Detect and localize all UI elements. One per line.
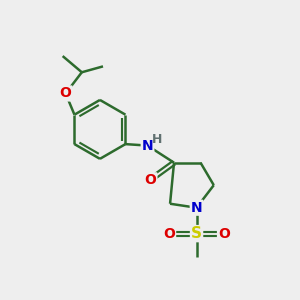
Text: N: N: [142, 139, 153, 153]
Text: N: N: [191, 201, 203, 215]
Text: S: S: [191, 226, 202, 241]
Text: O: O: [163, 226, 175, 241]
Text: H: H: [152, 133, 162, 146]
Text: O: O: [145, 173, 156, 187]
Text: O: O: [218, 226, 230, 241]
Text: O: O: [60, 86, 71, 100]
